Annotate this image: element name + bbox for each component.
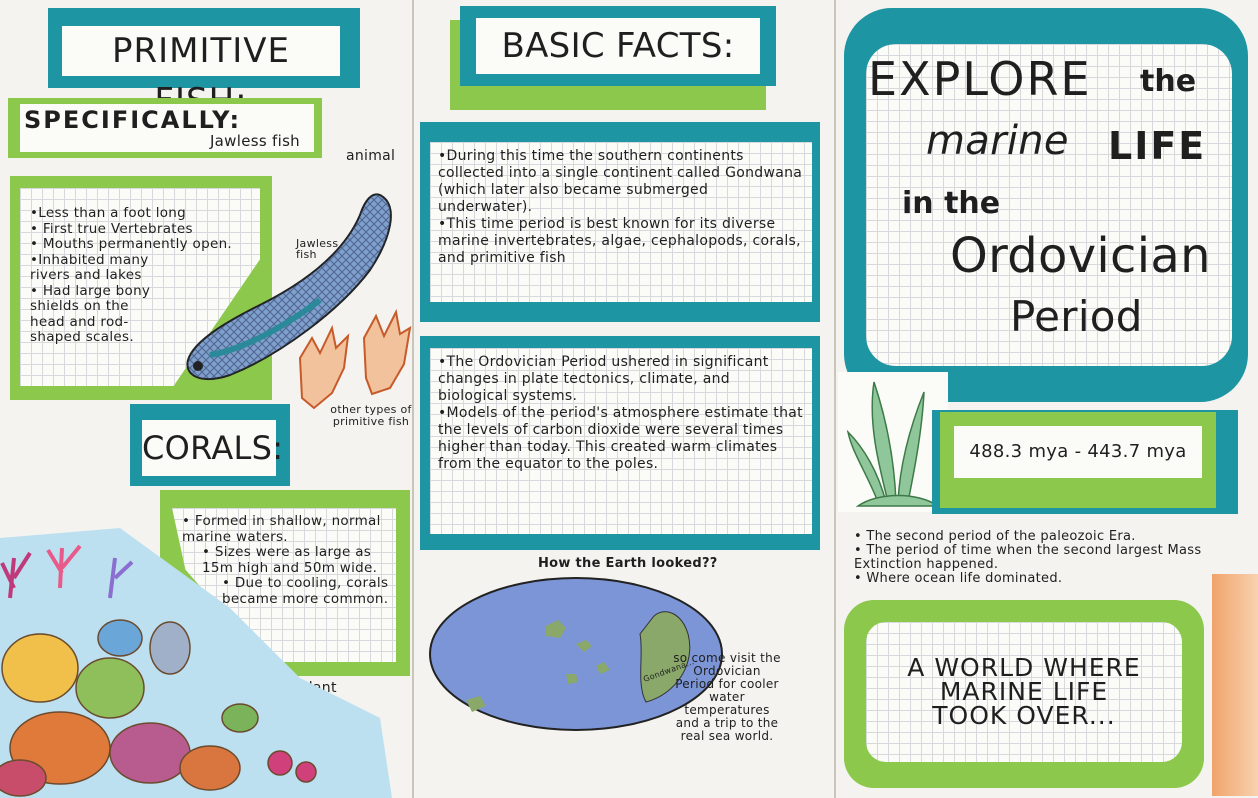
fold-line bbox=[834, 0, 836, 798]
facts1-card: •During this time the southern continent… bbox=[430, 142, 812, 302]
title-explore: EXPLORE bbox=[868, 52, 1092, 106]
fish-fact: • Had large bony shields on the head and… bbox=[30, 282, 151, 345]
ordovician-earth-illustration bbox=[429, 577, 723, 731]
primitive-fish-title: PRIMITIVE FISH: bbox=[62, 26, 340, 121]
title-ordovician: Ordovician bbox=[950, 228, 1211, 284]
jawless-fish-illustration bbox=[186, 193, 392, 380]
visit-text: so come visit the Ordovician Period for … bbox=[673, 651, 781, 743]
basic-fact: •During this time the southern continent… bbox=[438, 148, 803, 215]
facts2-card: •The Ordovician Period ushered in signif… bbox=[430, 348, 812, 534]
right-panel: EXPLORE the marine LIFE in the Ordovicia… bbox=[836, 0, 1258, 798]
middle-panel: BASIC FACTS: •During this time the south… bbox=[414, 0, 834, 798]
left-panel: PRIMITIVE FISH: SPECIFICALLY: Jawless fi… bbox=[0, 0, 412, 798]
basic-fact: •The Ordovician Period ushered in signif… bbox=[438, 354, 769, 404]
coral-reef-illustration bbox=[0, 528, 392, 798]
earth-caption: How the Earth looked?? bbox=[538, 556, 718, 571]
fish-fact: • Mouths permanently open. bbox=[30, 236, 233, 252]
orange-paper-strip bbox=[1212, 574, 1258, 796]
title-marine: marine bbox=[926, 118, 1069, 164]
primitive-fish-sketches bbox=[298, 308, 412, 410]
basic-fact: •Models of the period's atmosphere estim… bbox=[438, 405, 803, 472]
fish-facts-card: •Less than a foot long • First true Vert… bbox=[20, 188, 260, 386]
title-in-the: in the bbox=[902, 186, 1001, 221]
main-title-card: EXPLORE the marine LIFE in the Ordovicia… bbox=[866, 44, 1232, 366]
coral-fact: • Formed in shallow, normal marine water… bbox=[182, 513, 381, 545]
date-range: 488.3 mya - 443.7 mya bbox=[954, 426, 1202, 478]
basic-facts-title: BASIC FACTS: bbox=[476, 18, 760, 74]
era-facts: • The second period of the paleozoic Era… bbox=[854, 530, 1254, 586]
era-fact: • The second period of the paleozoic Era… bbox=[854, 529, 1136, 544]
specifically-card: SPECIFICALLY: Jawless fish bbox=[20, 104, 314, 152]
slogan-card: A WORLD WHERE MARINE LIFE TOOK OVER... bbox=[866, 622, 1182, 762]
coral-fact: • Sizes were as large as 15m high and 50… bbox=[202, 544, 378, 576]
era-fact: • The period of time when the second lar… bbox=[854, 543, 1202, 572]
fish-fact: •Inhabited many rivers and lakes bbox=[30, 251, 149, 283]
title-life: LIFE bbox=[1108, 124, 1207, 168]
slogan-text: A WORLD WHERE MARINE LIFE TOOK OVER... bbox=[907, 653, 1141, 730]
era-fact: • Where ocean life dominated. bbox=[854, 571, 1063, 586]
algae-plant-illustration bbox=[838, 372, 948, 512]
basic-fact: •This time period is best known for its … bbox=[438, 216, 801, 266]
title-period: Period bbox=[1010, 292, 1143, 341]
fold-line bbox=[412, 0, 414, 798]
fish-fact: • First true Vertebrates bbox=[30, 220, 193, 237]
title-the: the bbox=[1140, 64, 1197, 99]
coral-fact: • Due to cooling, corals became more com… bbox=[222, 575, 389, 607]
specifically-title: SPECIFICALLY: bbox=[24, 106, 242, 134]
label-jawless-fish: Jawless fish bbox=[296, 237, 339, 261]
label-animal: animal bbox=[346, 148, 396, 164]
corals-title: CORALS: bbox=[142, 420, 283, 476]
fish-fact: •Less than a foot long bbox=[30, 205, 187, 221]
specifically-subtitle: Jawless fish bbox=[209, 132, 300, 150]
label-other-types: other types of primitive fish bbox=[330, 403, 412, 428]
